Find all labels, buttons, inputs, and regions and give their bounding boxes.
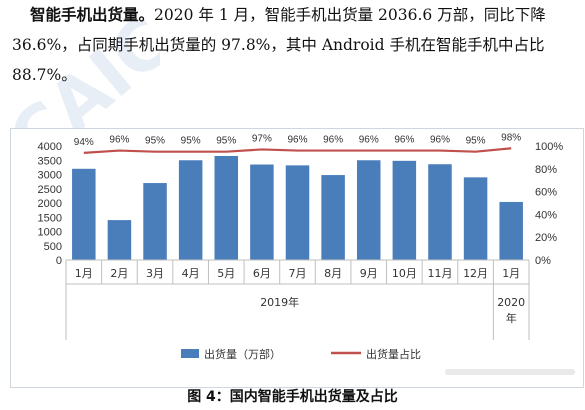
y-left-tick-label: 0 xyxy=(56,255,62,267)
y-right-tick-label: 0% xyxy=(535,255,551,267)
share-data-label: 96% xyxy=(109,135,129,146)
year-group-label: 年 xyxy=(506,311,517,325)
x-tick-label: 6月 xyxy=(253,267,271,280)
bar-shipments xyxy=(356,160,381,260)
line-share xyxy=(83,147,512,154)
x-tick-label: 5月 xyxy=(217,267,235,280)
y-right-tick-label: 100% xyxy=(535,141,563,153)
bar-shipments xyxy=(321,175,345,260)
chart-panel: 0 500 1000 1500 2000 2500 3000 3500 4000 0% 20% 40%… xyxy=(10,128,584,388)
x-tick-label: 7月 xyxy=(289,267,307,280)
bar-shipments xyxy=(214,155,239,260)
share-data-label: 95% xyxy=(466,136,486,147)
x-tick-label: 9月 xyxy=(360,267,378,280)
bar-shipments xyxy=(499,201,523,260)
y-right-tick-label: 60% xyxy=(535,187,557,199)
share-data-label: 96% xyxy=(359,135,379,146)
x-tick-label: 12月 xyxy=(463,267,488,280)
share-data-label: 96% xyxy=(323,135,343,146)
share-data-label: 95% xyxy=(181,136,201,147)
bar-shipments xyxy=(392,160,417,260)
share-data-label: 96% xyxy=(430,135,450,146)
y-left-tick-label: 2500 xyxy=(38,184,62,196)
shipment-chart: 0 500 1000 1500 2000 2500 3000 3500 4000 0% 20% 40%… xyxy=(38,132,564,361)
summary-paragraph: 智能手机出货量。2020 年 1 月，智能手机出货量 2036.6 万部，同比下… xyxy=(0,0,585,90)
share-data-label: 96% xyxy=(287,135,307,146)
bar-shipments xyxy=(178,160,203,260)
paragraph-lead: 智能手机出货量。 xyxy=(30,6,155,24)
y-left-tick-label: 3500 xyxy=(38,155,62,167)
y-left-tick-label: 1000 xyxy=(38,227,62,239)
figure-caption: 图 4：国内智能手机出货量及占比 xyxy=(187,389,398,405)
y-left-tick-label: 2000 xyxy=(38,198,62,210)
x-tick-label: 2月 xyxy=(110,267,128,280)
y-right-tick-label: 40% xyxy=(535,209,557,221)
y-left-tick-label: 1500 xyxy=(38,212,62,224)
x-tick-label: 1月 xyxy=(75,267,93,280)
bar-shipments xyxy=(463,177,488,260)
paragraph-line-1: 智能手机出货量。2020 年 1 月，智能手机出货量 2036.6 万部，同比下… xyxy=(0,0,585,30)
caption-decoration xyxy=(445,369,575,375)
y-left-tick-label: 500 xyxy=(44,241,62,253)
bar-shipments xyxy=(285,165,310,260)
paragraph-line-2: 36.6%，占同期手机出货量的 97.8%，其中 Android 手机在智能手机… xyxy=(12,36,545,54)
share-data-label: 96% xyxy=(394,135,414,146)
bar-shipments xyxy=(107,220,132,260)
x-tick-label: 3月 xyxy=(146,267,164,280)
year-group-label: 2020 xyxy=(497,296,525,309)
y-left-tick-label: 4000 xyxy=(38,141,62,153)
paragraph-line-1-text: 2020 年 1 月，智能手机出货量 2036.6 万部，同比下降 xyxy=(154,6,546,24)
bar-shipments xyxy=(428,164,452,260)
x-tick-label: 1月 xyxy=(502,267,520,280)
y-left-tick-label: 3000 xyxy=(38,170,62,182)
legend-label-line: 出货量占比 xyxy=(366,347,421,361)
share-data-label: 97% xyxy=(252,133,272,144)
x-tick-label: 4月 xyxy=(182,267,200,280)
year-group-label: 2019年 xyxy=(260,295,299,309)
bar-shipments xyxy=(143,183,167,260)
share-data-label: 98% xyxy=(501,132,521,143)
x-tick-label: 8月 xyxy=(324,267,342,280)
paragraph-line-3: 88.7%。 xyxy=(12,66,77,84)
share-data-label: 94% xyxy=(74,137,94,148)
bar-shipments xyxy=(250,164,274,260)
x-tick-label: 11月 xyxy=(427,267,452,280)
legend-swatch-bar xyxy=(181,349,199,358)
share-data-label: 95% xyxy=(216,136,236,147)
x-tick-label: 10月 xyxy=(392,267,417,280)
share-data-label: 95% xyxy=(145,136,165,147)
y-right-tick-label: 80% xyxy=(535,164,557,176)
bar-shipments xyxy=(72,168,96,260)
y-right-tick-label: 20% xyxy=(535,232,557,244)
legend-label-bar: 出货量（万部） xyxy=(204,347,281,361)
